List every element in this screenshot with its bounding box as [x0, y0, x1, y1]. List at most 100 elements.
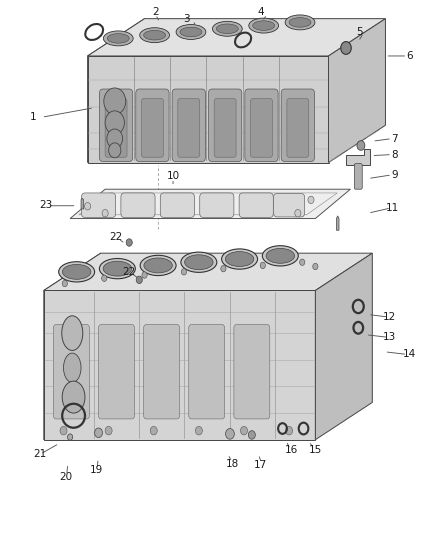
Ellipse shape	[180, 27, 202, 37]
FancyBboxPatch shape	[189, 325, 225, 419]
Circle shape	[313, 263, 318, 270]
Circle shape	[357, 141, 365, 150]
Ellipse shape	[289, 18, 311, 27]
Circle shape	[221, 265, 226, 272]
Circle shape	[102, 275, 107, 281]
Circle shape	[67, 434, 73, 440]
Polygon shape	[44, 253, 101, 440]
Circle shape	[260, 262, 265, 269]
Text: 8: 8	[391, 150, 398, 159]
FancyBboxPatch shape	[136, 89, 169, 161]
Circle shape	[95, 428, 102, 438]
Polygon shape	[88, 19, 385, 56]
FancyBboxPatch shape	[178, 99, 200, 157]
Text: 15: 15	[309, 446, 322, 455]
Circle shape	[295, 209, 301, 217]
Text: 6: 6	[406, 51, 413, 61]
Text: 16: 16	[285, 446, 298, 455]
Polygon shape	[336, 216, 339, 230]
Ellipse shape	[64, 353, 81, 383]
Circle shape	[181, 269, 187, 275]
Circle shape	[308, 196, 314, 204]
Ellipse shape	[144, 30, 166, 40]
Circle shape	[341, 42, 351, 54]
Ellipse shape	[225, 252, 254, 266]
Polygon shape	[70, 189, 350, 219]
Ellipse shape	[253, 21, 275, 30]
Text: 1: 1	[29, 112, 36, 122]
Circle shape	[62, 280, 67, 287]
Ellipse shape	[285, 15, 315, 30]
Circle shape	[126, 239, 132, 246]
FancyBboxPatch shape	[105, 99, 127, 157]
Text: 22: 22	[110, 232, 123, 242]
FancyBboxPatch shape	[234, 325, 270, 419]
Text: 5: 5	[356, 27, 363, 37]
Text: 11: 11	[385, 203, 399, 213]
Ellipse shape	[107, 34, 129, 43]
FancyBboxPatch shape	[239, 193, 273, 217]
Circle shape	[105, 426, 112, 435]
FancyBboxPatch shape	[208, 89, 242, 161]
Ellipse shape	[62, 381, 85, 413]
Ellipse shape	[140, 255, 176, 276]
Circle shape	[150, 426, 157, 435]
Ellipse shape	[62, 316, 83, 351]
Ellipse shape	[62, 264, 91, 279]
Polygon shape	[88, 19, 145, 163]
Circle shape	[85, 203, 91, 210]
FancyBboxPatch shape	[273, 193, 305, 217]
Ellipse shape	[266, 248, 294, 263]
Ellipse shape	[176, 25, 206, 39]
Ellipse shape	[249, 18, 279, 33]
Circle shape	[240, 426, 247, 435]
Text: 23: 23	[39, 200, 53, 210]
FancyBboxPatch shape	[99, 89, 133, 161]
FancyBboxPatch shape	[160, 193, 194, 217]
Circle shape	[60, 426, 67, 435]
Ellipse shape	[212, 21, 242, 36]
FancyBboxPatch shape	[200, 193, 234, 217]
Circle shape	[109, 143, 121, 158]
Text: 22: 22	[123, 267, 136, 277]
Text: 14: 14	[403, 350, 416, 359]
FancyBboxPatch shape	[99, 325, 134, 419]
Text: 21: 21	[33, 449, 46, 459]
FancyBboxPatch shape	[245, 89, 278, 161]
Circle shape	[104, 88, 126, 115]
Circle shape	[136, 276, 142, 284]
Ellipse shape	[144, 258, 173, 273]
Text: 12: 12	[383, 312, 396, 322]
Text: 7: 7	[391, 134, 398, 143]
Text: 19: 19	[90, 465, 103, 475]
FancyBboxPatch shape	[281, 89, 314, 161]
Text: 4: 4	[257, 7, 264, 17]
Circle shape	[107, 129, 123, 148]
Circle shape	[286, 426, 293, 435]
Ellipse shape	[99, 259, 135, 279]
Circle shape	[142, 272, 147, 278]
Text: 9: 9	[391, 170, 398, 180]
FancyBboxPatch shape	[53, 325, 89, 419]
Text: 20: 20	[59, 472, 72, 482]
Ellipse shape	[222, 249, 258, 269]
FancyBboxPatch shape	[121, 193, 155, 217]
Ellipse shape	[59, 262, 95, 282]
Ellipse shape	[103, 261, 132, 276]
Ellipse shape	[181, 252, 217, 272]
Polygon shape	[44, 253, 372, 290]
Text: 2: 2	[152, 7, 159, 17]
FancyBboxPatch shape	[354, 164, 362, 189]
FancyBboxPatch shape	[214, 99, 236, 157]
Circle shape	[105, 111, 124, 134]
Ellipse shape	[103, 31, 133, 46]
FancyBboxPatch shape	[251, 99, 272, 157]
FancyBboxPatch shape	[287, 99, 309, 157]
FancyBboxPatch shape	[141, 99, 163, 157]
Polygon shape	[44, 290, 315, 440]
Polygon shape	[315, 253, 372, 440]
Text: 13: 13	[383, 333, 396, 342]
Polygon shape	[346, 149, 370, 165]
FancyBboxPatch shape	[172, 89, 205, 161]
Circle shape	[300, 259, 305, 265]
